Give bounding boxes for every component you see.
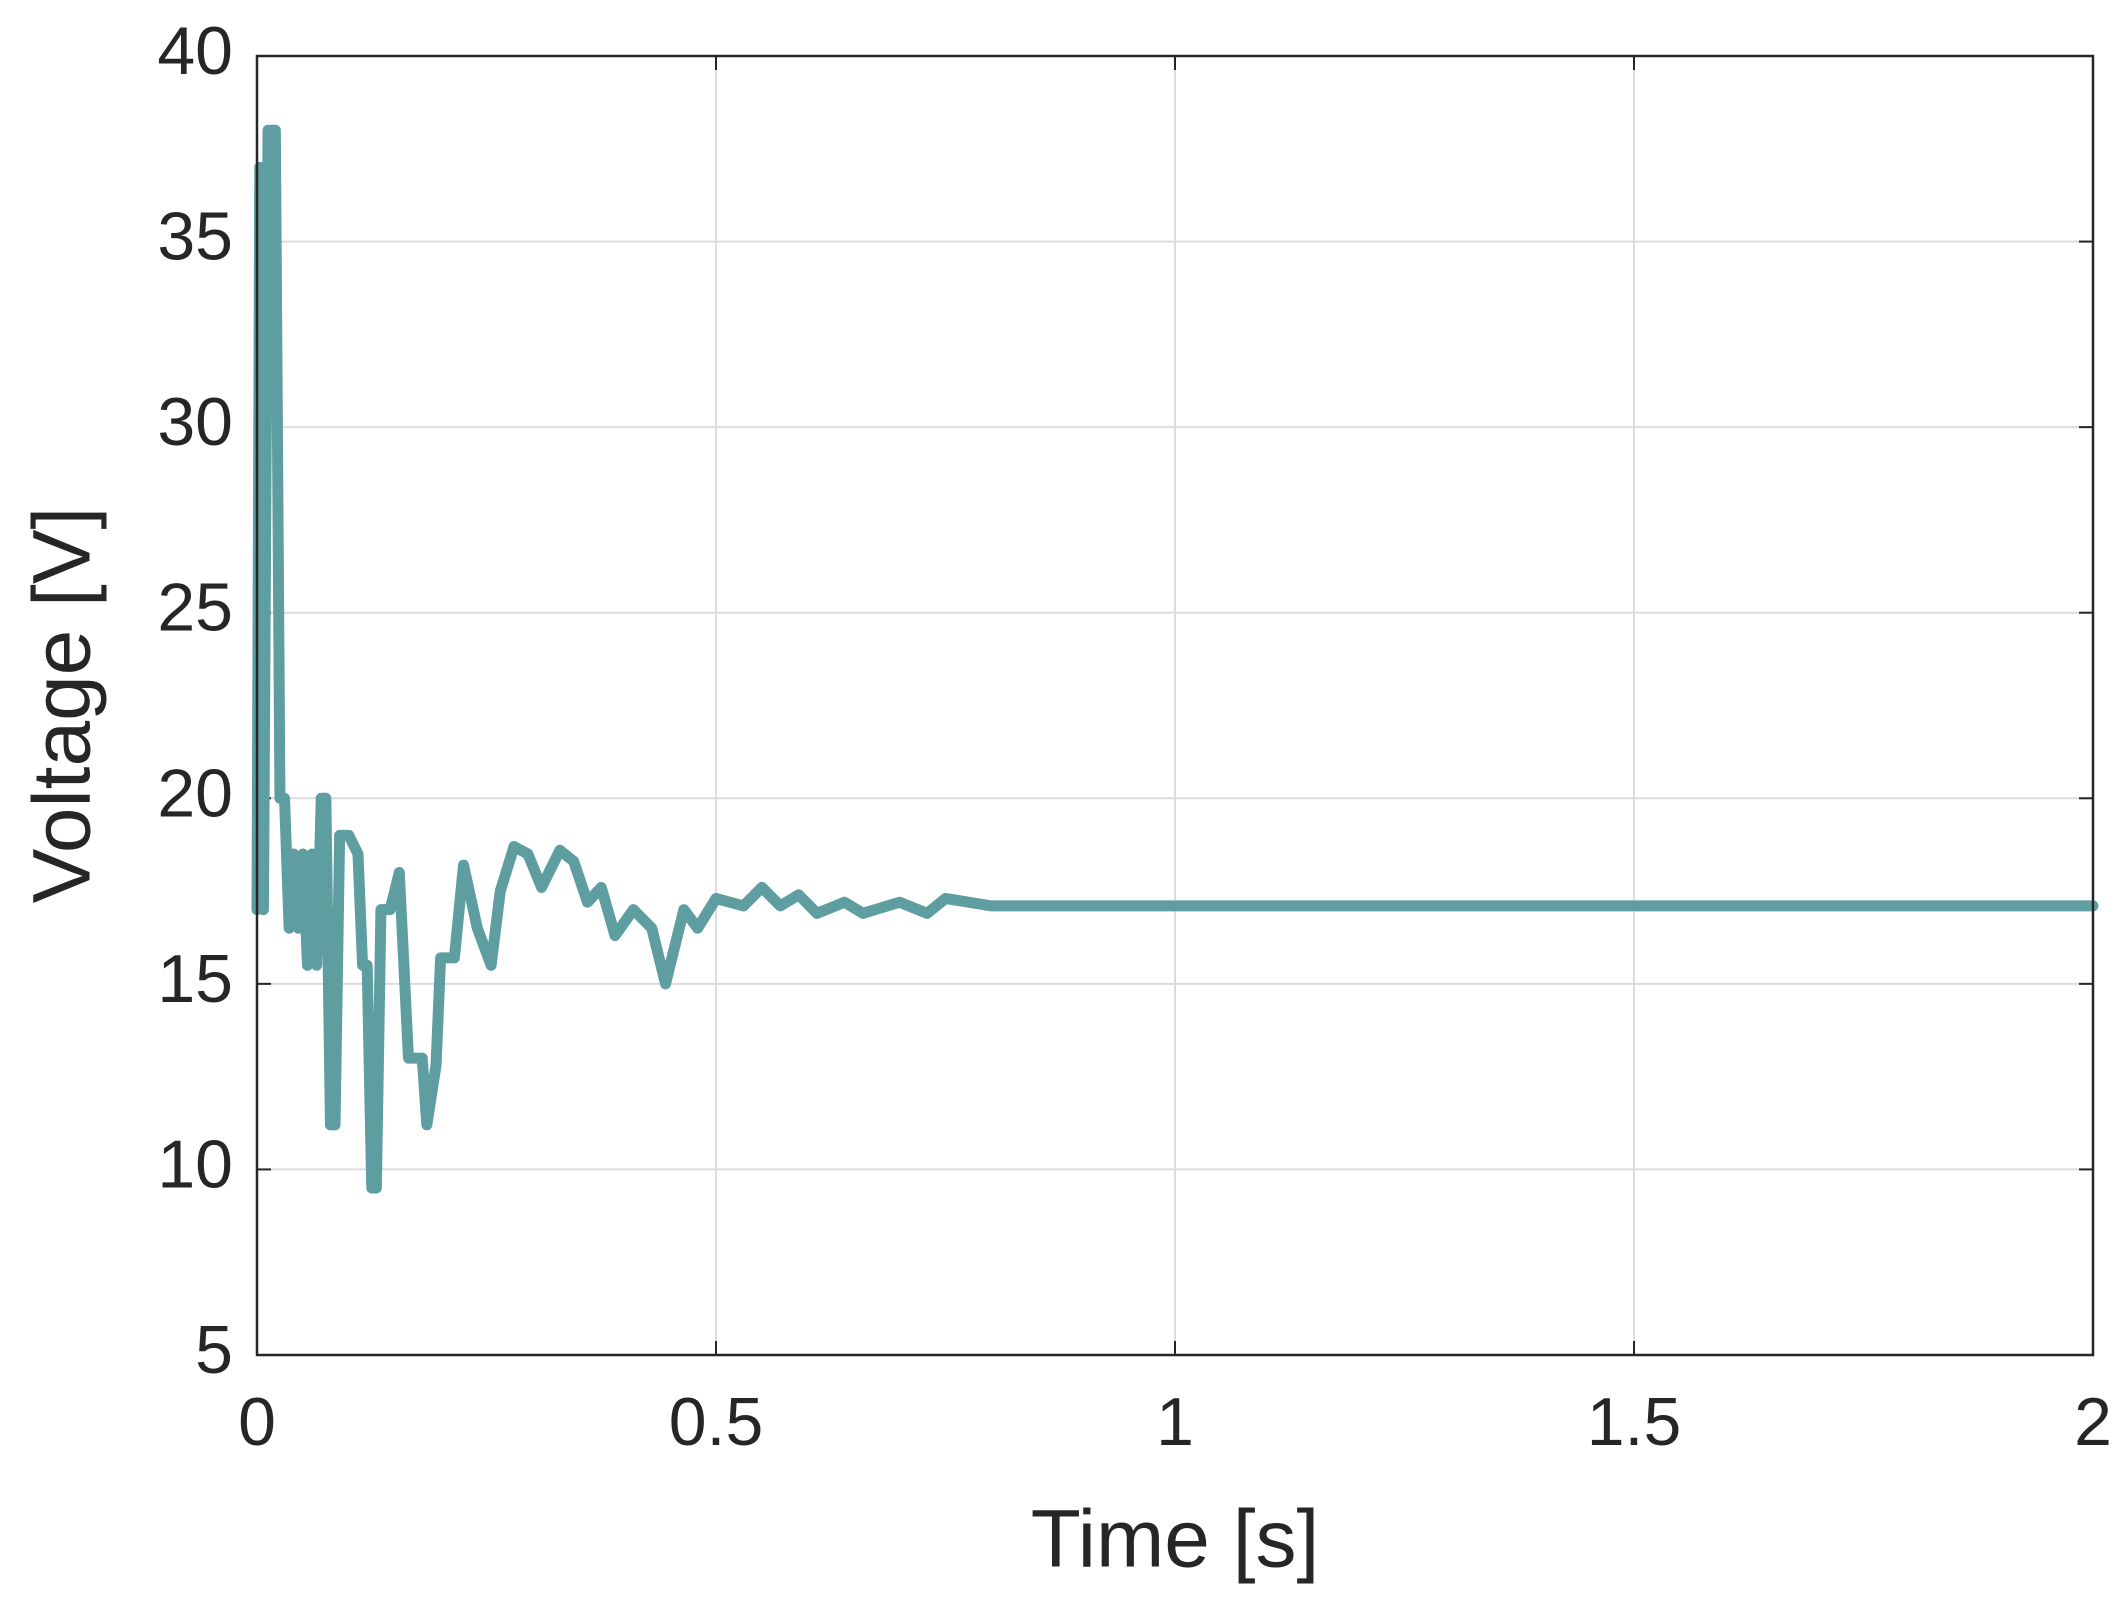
- plot-frame: [255, 54, 2095, 1357]
- y-tick-label: 10: [157, 1126, 233, 1202]
- y-axis-label: Voltage [V]: [17, 507, 108, 904]
- x-tick-label: 1.5: [1587, 1384, 1682, 1460]
- x-tick-label: 1: [1156, 1384, 1194, 1460]
- x-tick-label: 2: [2074, 1384, 2112, 1460]
- y-tick-label: 15: [157, 941, 233, 1017]
- x-axis-label: Time [s]: [1031, 1494, 1320, 1585]
- y-tick-label: 5: [195, 1312, 233, 1388]
- y-tick-label: 25: [157, 570, 233, 646]
- y-tick-label: 30: [157, 384, 233, 460]
- y-tick-label: 20: [157, 755, 233, 831]
- y-tick-label: 35: [157, 199, 233, 275]
- x-tick-label: 0: [238, 1384, 276, 1460]
- data-line: [251, 124, 2099, 1194]
- y-tick-label: 40: [157, 13, 233, 89]
- x-tick-label: 0.5: [669, 1384, 764, 1460]
